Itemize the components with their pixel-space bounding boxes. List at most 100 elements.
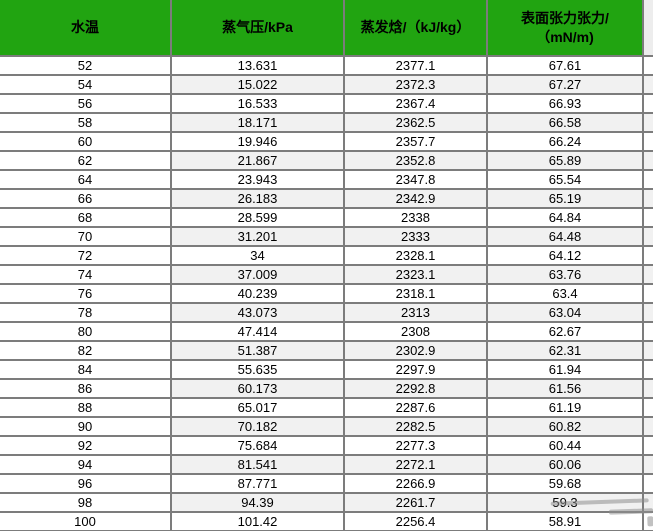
table-cell: 2308 [345, 323, 488, 342]
table-cell: 65.89 [488, 152, 644, 171]
table-cell: 70 [0, 228, 172, 247]
table-cell: 2256.4 [345, 513, 488, 531]
table-cell: 2328.1 [345, 247, 488, 266]
table-cell: 2297.9 [345, 361, 488, 380]
table-cell: 67.61 [488, 57, 644, 76]
table-cell: 2338 [345, 209, 488, 228]
row-stub-cell [644, 494, 653, 513]
table-row: 94 81.541 2272.1 60.06 [0, 456, 653, 475]
table-cell: 62.31 [488, 342, 644, 361]
table-row: 58 18.171 2362.5 66.58 [0, 114, 653, 133]
table-cell: 96 [0, 475, 172, 494]
row-stub-cell [644, 209, 653, 228]
table-cell: 2362.5 [345, 114, 488, 133]
row-stub-cell [644, 228, 653, 247]
table-cell: 76 [0, 285, 172, 304]
table-row: 88 65.017 2287.6 61.19 [0, 399, 653, 418]
table-cell: 59.3 [488, 494, 644, 513]
table-cell: 28.599 [172, 209, 345, 228]
table-cell: 64.48 [488, 228, 644, 247]
table-cell: 2367.4 [345, 95, 488, 114]
table-cell: 74 [0, 266, 172, 285]
table-cell: 72 [0, 247, 172, 266]
table-cell: 2377.1 [345, 57, 488, 76]
table-cell: 52 [0, 57, 172, 76]
table-cell: 34 [172, 247, 345, 266]
table-cell: 90 [0, 418, 172, 437]
table-row: 82 51.387 2302.9 62.31 [0, 342, 653, 361]
table-cell: 63.4 [488, 285, 644, 304]
row-stub-cell [644, 513, 653, 531]
table-row: 78 43.073 2313 63.04 [0, 304, 653, 323]
row-stub-cell [644, 456, 653, 475]
table-row: 64 23.943 2347.8 65.54 [0, 171, 653, 190]
row-stub-cell [644, 171, 653, 190]
table-cell: 2313 [345, 304, 488, 323]
table-cell: 60 [0, 133, 172, 152]
table-cell: 87.771 [172, 475, 345, 494]
table-cell: 56 [0, 95, 172, 114]
header-water-temp-label: 水温 [71, 19, 99, 36]
header-water-temp: 水温 [0, 0, 172, 57]
table-cell: 66.58 [488, 114, 644, 133]
row-stub-cell [644, 95, 653, 114]
table-row: 52 13.631 2377.1 67.61 [0, 57, 653, 76]
table-cell: 62 [0, 152, 172, 171]
table-cell: 68 [0, 209, 172, 228]
header-stub-cell [644, 0, 653, 57]
row-stub-cell [644, 304, 653, 323]
table-row: 54 15.022 2372.3 67.27 [0, 76, 653, 95]
table-row: 70 31.201 2333 64.48 [0, 228, 653, 247]
table-row: 84 55.635 2297.9 61.94 [0, 361, 653, 380]
row-stub-cell [644, 437, 653, 456]
table-cell: 16.533 [172, 95, 345, 114]
row-stub-cell [644, 342, 653, 361]
table-cell: 2333 [345, 228, 488, 247]
row-stub-cell [644, 285, 653, 304]
table-cell: 2372.3 [345, 76, 488, 95]
table-row: 62 21.867 2352.8 65.89 [0, 152, 653, 171]
table-cell: 60.173 [172, 380, 345, 399]
table-cell: 66 [0, 190, 172, 209]
table-cell: 62.67 [488, 323, 644, 342]
table-row: 92 75.684 2277.3 60.44 [0, 437, 653, 456]
table-cell: 40.239 [172, 285, 345, 304]
header-row: 水温 蒸气压/kPa 蒸发焓/（kJ/kg） 表面张力张力/ （mN/m) [0, 0, 653, 57]
table-cell: 47.414 [172, 323, 345, 342]
table-cell: 2282.5 [345, 418, 488, 437]
header-surface-tension-label-line1: 表面张力张力/ [521, 9, 609, 26]
table-cell: 18.171 [172, 114, 345, 133]
table-cell: 54 [0, 76, 172, 95]
table-row: 60 19.946 2357.7 66.24 [0, 133, 653, 152]
row-stub-cell [644, 57, 653, 76]
table-cell: 64.84 [488, 209, 644, 228]
table-cell: 2292.8 [345, 380, 488, 399]
table-row: 80 47.414 2308 62.67 [0, 323, 653, 342]
row-stub-cell [644, 323, 653, 342]
table-cell: 2347.8 [345, 171, 488, 190]
table-cell: 64 [0, 171, 172, 190]
table-cell: 63.04 [488, 304, 644, 323]
table-cell: 26.183 [172, 190, 345, 209]
table-cell: 70.182 [172, 418, 345, 437]
table-row: 90 70.182 2282.5 60.82 [0, 418, 653, 437]
header-vaporization-enthalpy: 蒸发焓/（kJ/kg） [345, 0, 488, 57]
table-row: 76 40.239 2318.1 63.4 [0, 285, 653, 304]
table-header: 水温 蒸气压/kPa 蒸发焓/（kJ/kg） 表面张力张力/ （mN/m) [0, 0, 653, 57]
table-cell: 61.19 [488, 399, 644, 418]
table-cell: 19.946 [172, 133, 345, 152]
table-cell: 92 [0, 437, 172, 456]
table-cell: 2277.3 [345, 437, 488, 456]
table-cell: 15.022 [172, 76, 345, 95]
row-stub-cell [644, 361, 653, 380]
table-cell: 2318.1 [345, 285, 488, 304]
table-row: 56 16.533 2367.4 66.93 [0, 95, 653, 114]
table-cell: 65.54 [488, 171, 644, 190]
header-surface-tension: 表面张力张力/ （mN/m) [488, 0, 644, 57]
row-stub-cell [644, 133, 653, 152]
table-cell: 82 [0, 342, 172, 361]
table-cell: 2352.8 [345, 152, 488, 171]
table-cell: 64.12 [488, 247, 644, 266]
header-vapor-pressure: 蒸气压/kPa [172, 0, 345, 57]
